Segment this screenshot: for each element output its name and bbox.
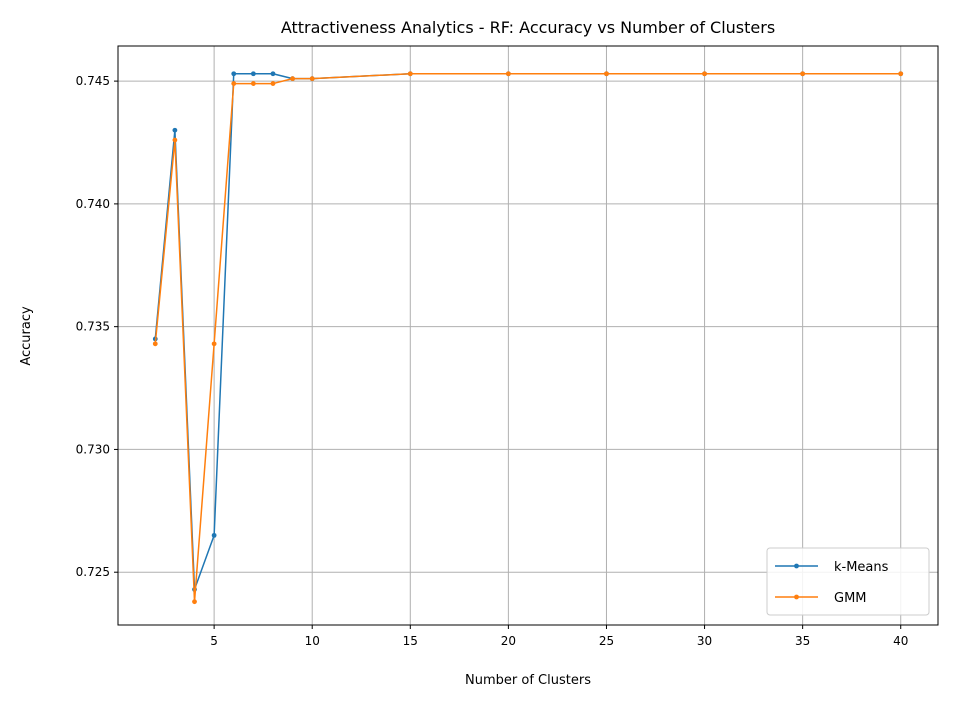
data-point-gmm: [192, 599, 197, 605]
data-point-gmm: [211, 341, 217, 347]
data-point-gmm: [604, 71, 609, 77]
data-point-gmm: [800, 71, 806, 77]
data-point-k-means: [270, 71, 276, 77]
series-layer: [152, 71, 904, 605]
legend: k-Means GMM: [766, 547, 930, 616]
x-tick-label: 25: [599, 634, 614, 648]
data-point-gmm: [702, 71, 707, 77]
y-tick-label: 0.740: [76, 197, 110, 211]
data-point-gmm: [270, 81, 276, 86]
series-gmm: [152, 71, 904, 605]
legend-label-gmm: GMM: [834, 591, 867, 606]
x-tick-label: 30: [697, 634, 712, 648]
y-tick-label: 0.745: [76, 74, 110, 88]
legend-label-k-means: k-Means: [834, 560, 889, 575]
data-point-gmm: [309, 76, 315, 82]
y-tick-label: 0.730: [76, 442, 110, 456]
data-point-gmm: [898, 71, 904, 77]
legend-marker-gmm: [794, 594, 799, 600]
x-axis-label: Number of Clusters: [465, 673, 591, 688]
data-point-gmm: [152, 341, 158, 347]
data-point-gmm: [505, 71, 511, 77]
data-point-gmm: [290, 76, 295, 82]
data-point-gmm: [407, 71, 413, 77]
x-tick-label: 20: [501, 634, 516, 648]
data-point-k-means: [172, 127, 178, 133]
data-point-k-means: [250, 71, 256, 77]
y-tick-label: 0.735: [76, 320, 110, 334]
x-tick-label: 10: [305, 634, 320, 648]
x-tick-label: 40: [893, 634, 908, 648]
grid: [118, 46, 938, 625]
legend-box: [766, 547, 930, 616]
y-axis: 0.725 0.730 0.735 0.740 0.745: [76, 74, 118, 579]
legend-marker-k-means: [794, 563, 799, 569]
x-tick-label: 15: [403, 634, 418, 648]
data-point-gmm: [250, 81, 256, 86]
data-point-k-means: [211, 532, 217, 538]
chart-title: Attractiveness Analytics - RF: Accuracy …: [281, 18, 775, 37]
x-axis: 5 10 15 20 25 30 35 40: [210, 625, 908, 648]
y-tick-label: 0.725: [76, 565, 110, 579]
data-point-gmm: [231, 81, 237, 86]
plot-frame: [117, 45, 939, 626]
y-axis-label: Accuracy: [19, 306, 34, 366]
data-point-k-means: [231, 71, 237, 77]
data-point-gmm: [172, 137, 178, 143]
x-tick-label: 35: [795, 634, 810, 648]
x-tick-label: 5: [210, 634, 218, 648]
